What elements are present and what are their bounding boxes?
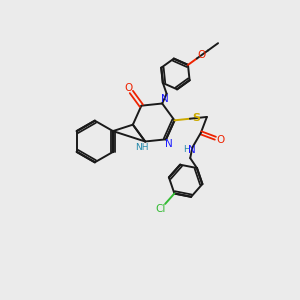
Text: O: O bbox=[216, 135, 225, 145]
Text: N: N bbox=[160, 94, 168, 103]
Text: N: N bbox=[188, 145, 195, 155]
Text: N: N bbox=[165, 139, 173, 149]
Text: O: O bbox=[197, 50, 205, 60]
Text: O: O bbox=[124, 82, 132, 93]
Text: Cl: Cl bbox=[155, 204, 166, 214]
Text: NH: NH bbox=[136, 143, 149, 152]
Text: S: S bbox=[192, 113, 200, 123]
Text: H: H bbox=[184, 145, 190, 154]
